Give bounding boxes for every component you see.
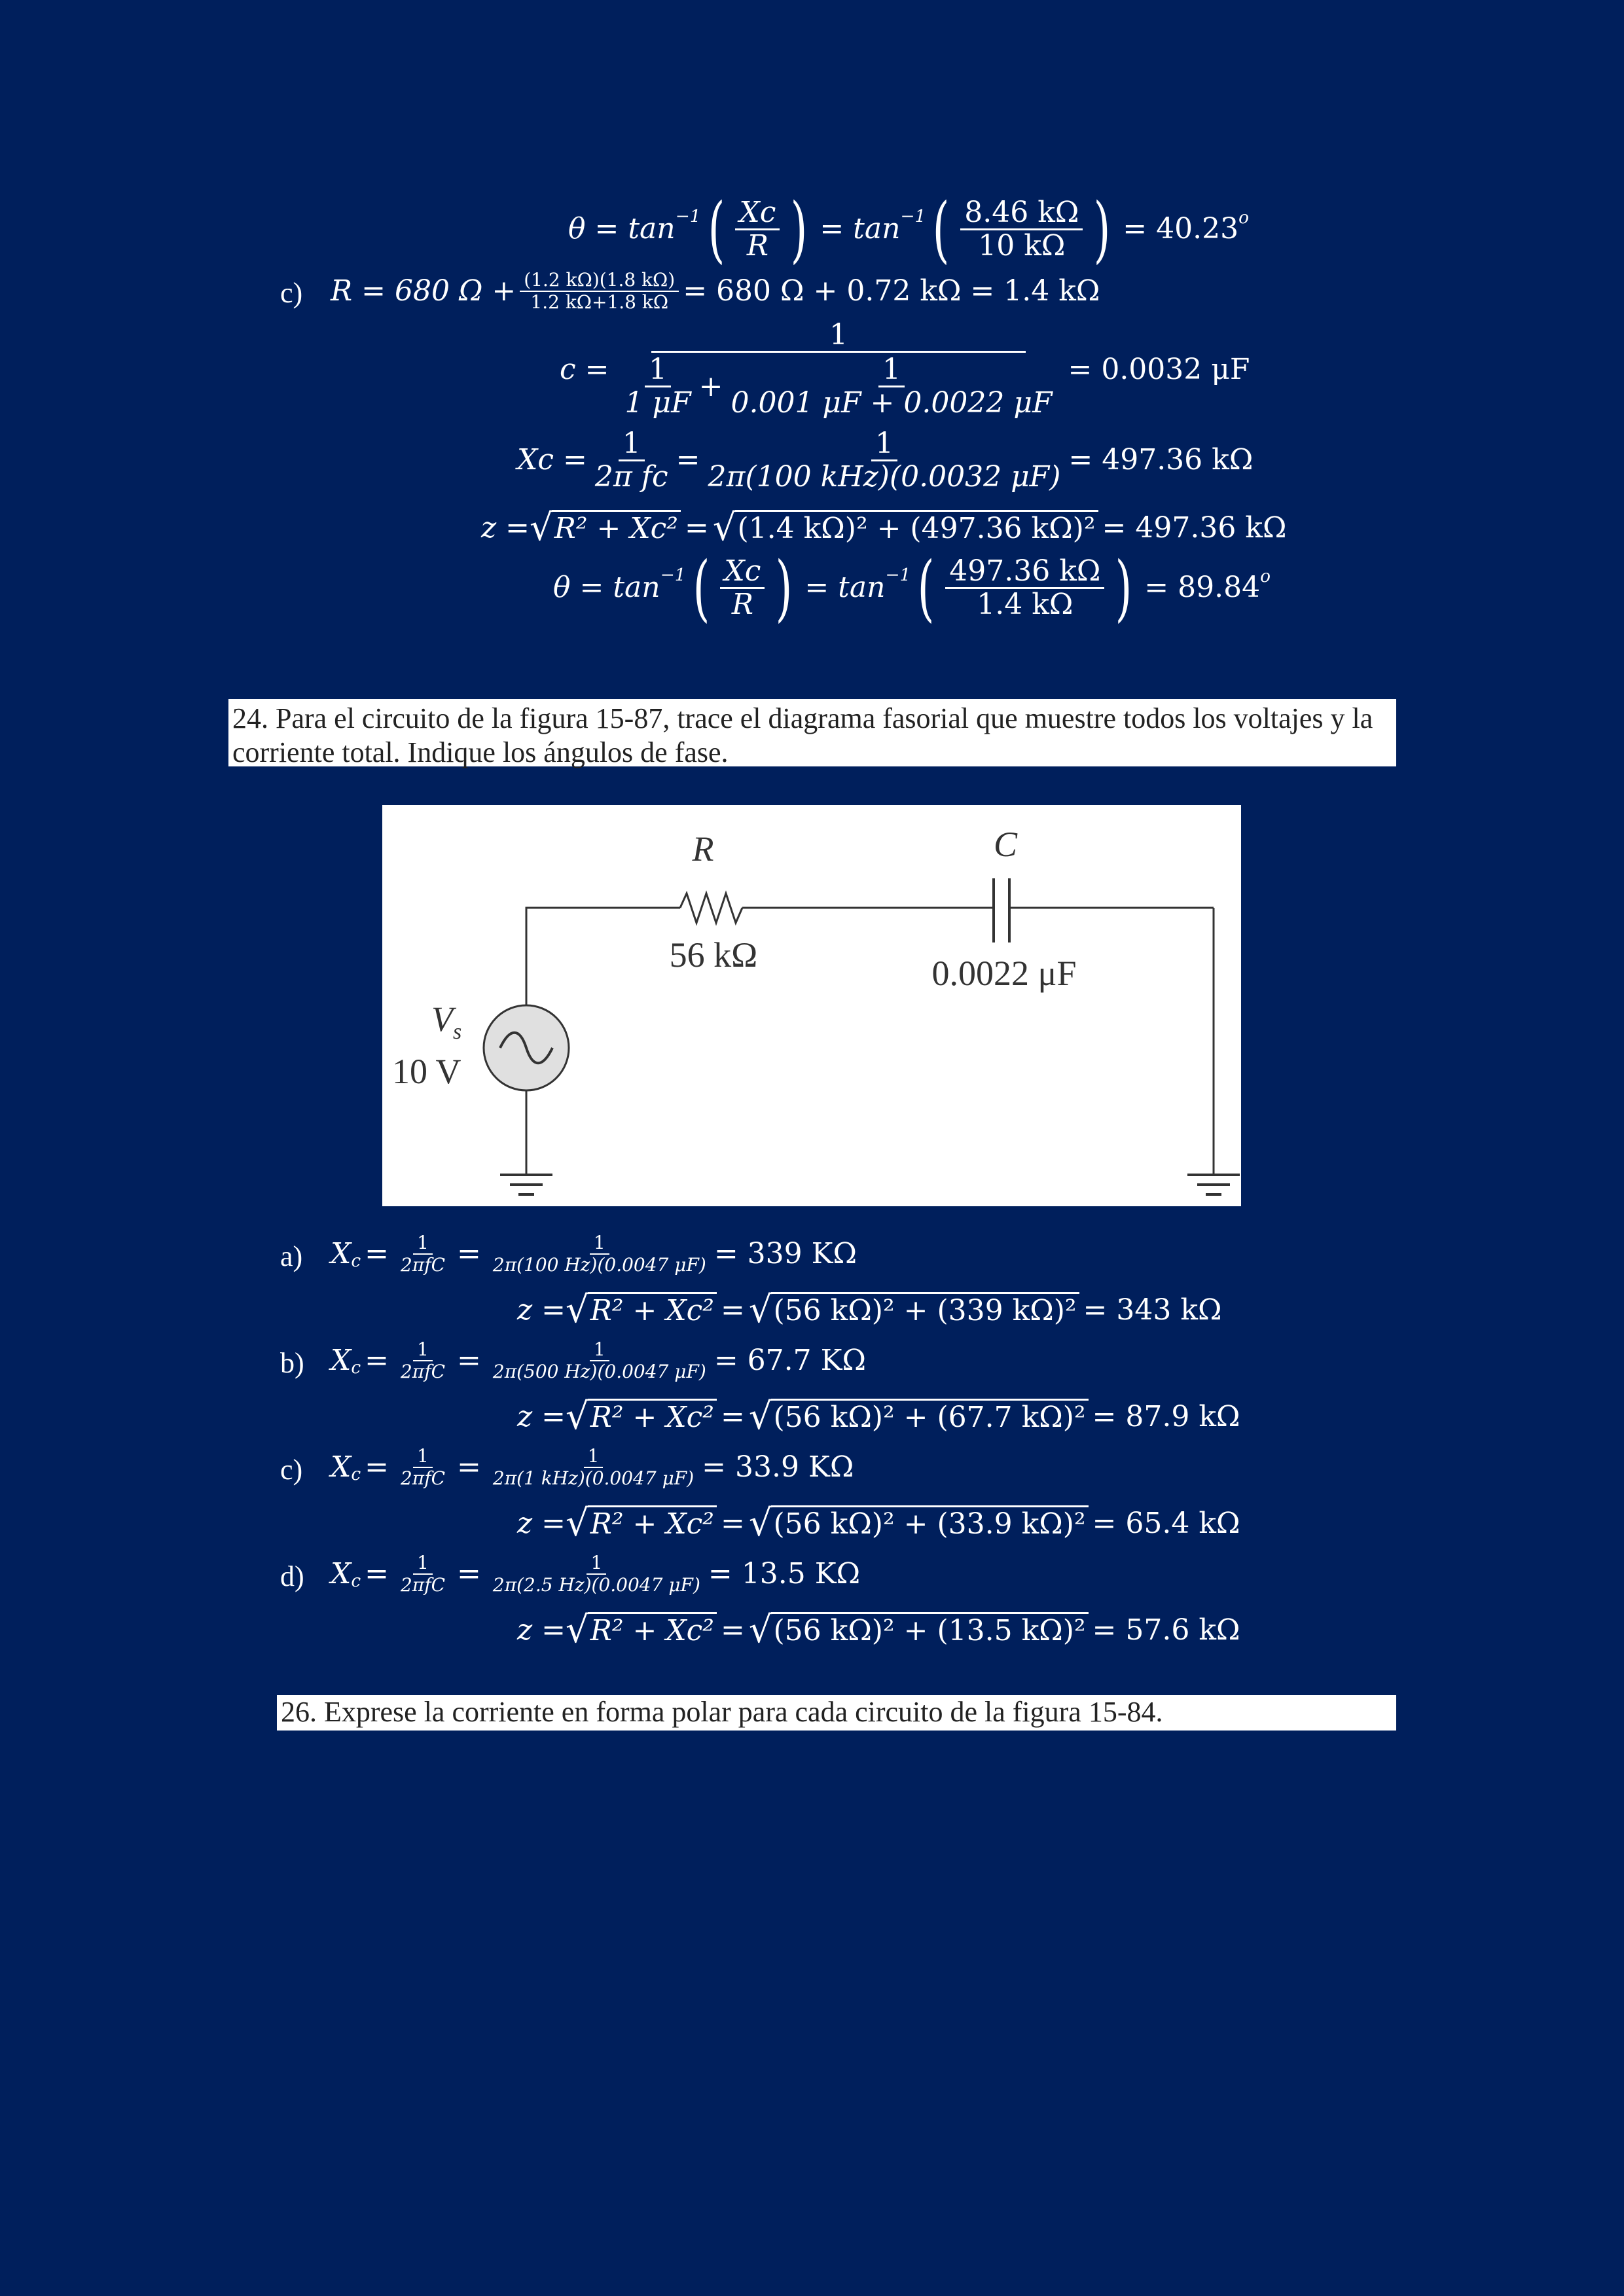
source-value: 10 V	[392, 1052, 461, 1091]
impedance-answer: z = √ R² + Xc² = √ (56 kΩ)² + (339 kΩ)² = 343 …	[517, 1289, 1222, 1331]
question-26: 26. Exprese la corriente en forma polar …	[277, 1695, 1396, 1731]
capacitor-label: C	[994, 825, 1018, 864]
item-label-c: c)	[280, 277, 303, 309]
answer-label: b)	[280, 1347, 304, 1379]
impedance-answer: z = √ R² + Xc² = √ (56 kΩ)² + (33.9 kΩ)² = 65.…	[517, 1502, 1240, 1545]
resistor-label: R	[692, 829, 714, 869]
resistor-value: 56 kΩ	[670, 935, 758, 975]
answer-label: d)	[280, 1560, 304, 1592]
impedance-equation: z = √ R² + Xc² = √ (1.4 kΩ)² + (497.36 kΩ)…	[481, 507, 1287, 549]
resistor-symbol	[679, 890, 744, 926]
impedance-answer: z = √ R² + Xc² = √ (56 kΩ)² + (67.7 kΩ)² = 87.…	[517, 1395, 1240, 1438]
impedance-answer: z = √ R² + Xc² = √ (56 kΩ)² + (13.5 kΩ)² = 57.…	[517, 1609, 1240, 1651]
theta-equation-1: θ = tan −1 ( Xc R ) = tan −1 ( 8.46 kΩ 10 kΩ…	[568, 187, 1249, 271]
answer-label: c)	[280, 1454, 303, 1486]
theta-equation-2: θ = tan −1 ( Xc R ) = tan −1 ( 497.36 kΩ 1.4…	[553, 546, 1271, 630]
resistance-equation: R = 680 Ω + (1.2 kΩ)(1.8 kΩ) 1.2 kΩ+1.8 k…	[331, 269, 1100, 313]
capacitor-value: 0.0022 μF	[932, 954, 1077, 993]
source-label: Vs	[431, 999, 461, 1044]
answer-label: a)	[280, 1240, 303, 1272]
question-24: 24. Para el circuito de la figura 15-87,…	[228, 699, 1396, 768]
reactance-equation: Xc = 1 2π fc = 1 2π(100 kHz)(0.0032 μF) = …	[517, 426, 1254, 493]
rc-circuit-figure: R 56 kΩ C 0.0022 μF Vs 10 V	[382, 805, 1241, 1206]
circuit-diagram: R 56 kΩ C 0.0022 μF Vs 10 V	[392, 825, 1240, 1196]
